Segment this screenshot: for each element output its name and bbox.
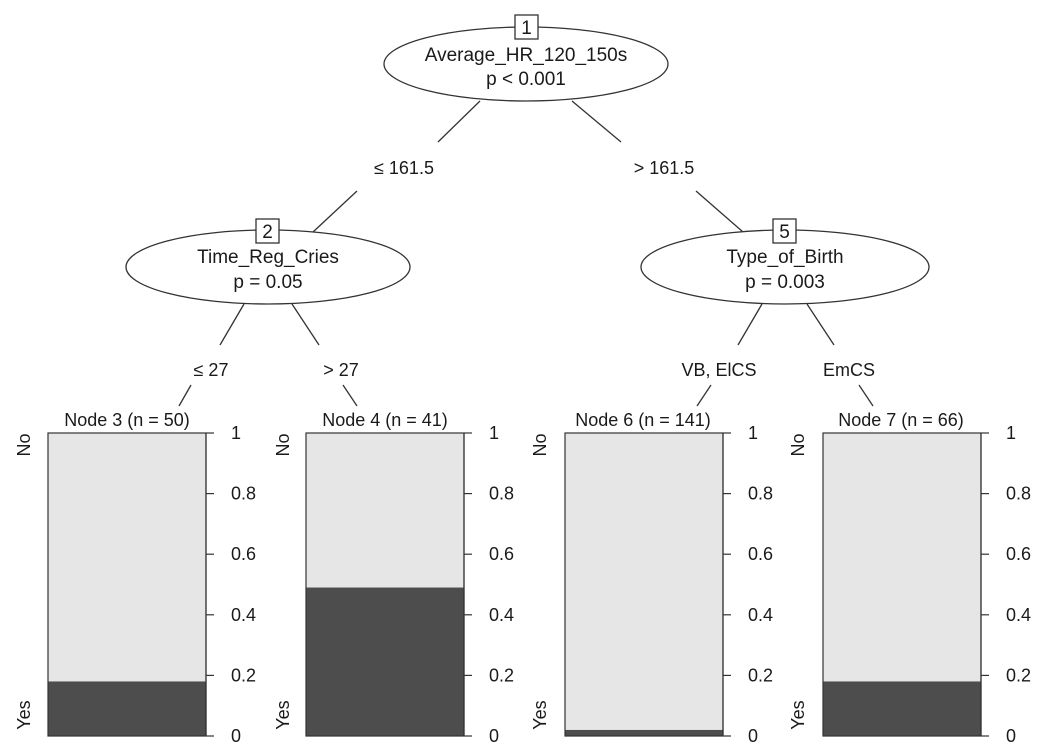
leaf-title: Node 6 (n = 141) [575,410,711,430]
leaf-title: Node 7 (n = 66) [838,410,964,430]
leaf-axis-bottom-label: Yes [14,700,34,729]
leaf-axis-tick-label: 0.6 [1006,544,1031,564]
node-id: 2 [262,222,273,243]
edge-label-5-6: VB, ElCS [681,360,756,380]
leaf-axis-tick-label: 0.2 [231,665,256,685]
leaf-bar-yes [823,681,981,736]
leaf-axis-tick-label: 0.8 [748,484,773,504]
edge-line-5-7-lower [858,384,874,407]
leaf-yes-axis: 0 0.2 0.4 0.6 0.8 1 [205,423,256,745]
leaf-axis-tick-label: 1 [231,423,241,443]
leaf-panel-node-6: Node 6 (n = 141) No Yes 0 0.2 0.4 0.6 0.8 1 [530,410,773,745]
leaf-title: Node 3 (n = 50) [64,410,190,430]
leaf-axis-tick-label: 0.2 [748,665,773,685]
edge-label-5-7: EmCS [823,360,875,380]
leaf-axis-tick-label: 0 [748,726,758,745]
edge-line-5-7-upper [806,303,835,346]
node-id-box [255,218,280,244]
leaf-bar-yes [48,681,206,736]
node-p-value: p = 0.003 [745,272,825,293]
node-id: 1 [521,18,532,39]
node-p-value: p < 0.001 [486,69,566,90]
leaf-bar-yes [306,587,464,736]
leaf-axis-tick-label: 0.8 [231,484,256,504]
leaf-axis-top-label: No [14,433,34,456]
edge-line-1-5-lower [695,190,744,233]
leaf-yes-axis: 0 0.2 0.4 0.6 0.8 1 [980,423,1031,745]
leaf-title: Node 4 (n = 41) [322,410,448,430]
leaf-yes-axis: 0 0.2 0.4 0.6 0.8 1 [722,423,773,745]
leaf-axis-tick-label: 0.6 [231,544,256,564]
edge-line-2-3-lower [178,384,192,407]
leaf-axis-tick-label: 1 [489,423,499,443]
edge-label-1-2: ≤ 161.5 [374,158,434,178]
leaf-axis-tick-label: 0.4 [489,605,514,625]
leaf-axis-tick-label: 0.2 [489,665,514,685]
tree-node-5: 5 Type_of_Birth p = 0.003 [640,218,930,305]
node-id: 5 [779,222,790,243]
edge-line-5-6-upper [737,303,763,346]
leaf-axis-bottom-label: Yes [530,700,550,729]
edge-line-2-4-lower [342,384,358,407]
leaf-axis-top-label: No [273,433,293,456]
tree-node-1: 1 Average_HR_120_150s p < 0.001 [383,14,669,102]
node-id-box [772,218,797,244]
leaf-axis-tick-label: 0.6 [748,544,773,564]
leaf-axis-tick-label: 0 [1006,726,1016,745]
leaf-axis-tick-label: 0.8 [1006,484,1031,504]
node-variable: Type_of_Birth [726,247,843,268]
edge-line-1-2-lower [312,190,358,233]
edge-label-2-3: ≤ 27 [194,360,229,380]
leaf-panel-node-4: Node 4 (n = 41) No Yes 0 0.2 0.4 0.6 0.8 1 [273,410,514,745]
edge-line-1-5-upper [571,100,622,143]
tree-node-2: 2 Time_Reg_Cries p = 0.05 [125,218,411,305]
node-p-value: p = 0.05 [233,272,302,293]
leaf-axis-tick-label: 0 [231,726,241,745]
leaf-panel-node-3: Node 3 (n = 50) No Yes 0 0.2 0.4 0.6 0.8 1 [14,410,256,745]
leaf-axis-tick-label: 1 [748,423,758,443]
leaf-axis-tick-label: 0.4 [231,605,256,625]
leaf-axis-top-label: No [788,433,808,456]
node-id-box [514,14,539,40]
leaf-axis-bottom-label: Yes [273,700,293,729]
edge-line-2-4-upper [291,303,320,346]
leaf-axis-tick-label: 1 [1006,423,1016,443]
edge-label-1-5: > 161.5 [634,158,695,178]
leaf-axis-tick-label: 0.4 [748,605,773,625]
edge-line-5-6-lower [696,384,712,407]
leaf-axis-tick-label: 0.8 [489,484,514,504]
edge-line-1-2-upper [437,100,481,143]
leaf-axis-tick-label: 0.4 [1006,605,1031,625]
edge-line-2-3-upper [219,303,245,346]
leaf-bar-no [565,433,723,736]
leaf-axis-tick-label: 0.6 [489,544,514,564]
node-variable: Average_HR_120_150s [425,45,627,66]
node-variable: Time_Reg_Cries [197,247,339,268]
leaf-axis-top-label: No [530,433,550,456]
leaf-bar-yes [565,729,723,736]
leaf-panel-node-7: Node 7 (n = 66) No Yes 0 0.2 0.4 0.6 0.8 1 [788,410,1031,745]
leaf-yes-axis: 0 0.2 0.4 0.6 0.8 1 [463,423,514,745]
leaf-axis-tick-label: 0 [489,726,499,745]
leaf-axis-bottom-label: Yes [788,700,808,729]
leaf-axis-tick-label: 0.2 [1006,665,1031,685]
edge-label-2-4: > 27 [323,360,359,380]
